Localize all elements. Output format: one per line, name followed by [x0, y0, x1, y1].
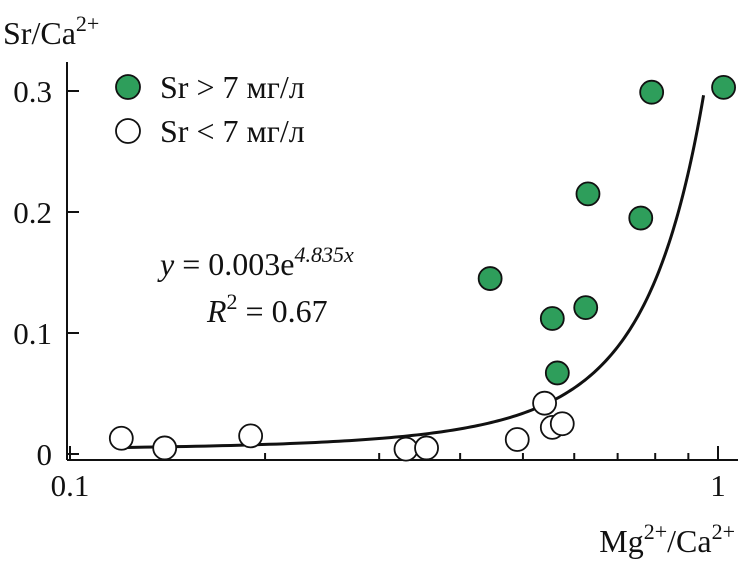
- point-sr-low: [532, 390, 557, 416]
- y-axis-title-base: Sr/Ca: [3, 15, 76, 51]
- point-sr-high: [539, 306, 565, 331]
- fit-equation-body: = 0.003e: [174, 246, 294, 282]
- axis-ticks: 00.10.20.30.1 1: [13, 74, 726, 503]
- point-sr-low: [393, 436, 419, 462]
- y-axis-title: Sr/Ca2+: [3, 11, 99, 51]
- legend-marker-sr-high: [115, 74, 141, 100]
- y-tick-label: 0.2: [13, 195, 52, 230]
- point-sr-low: [152, 435, 178, 461]
- point-sr-low: [108, 425, 134, 451]
- point-sr-high: [639, 79, 665, 105]
- point-sr-high: [477, 266, 503, 291]
- legend-label-sr-low: Sr < 7 мг/л: [160, 113, 305, 149]
- legend-marker-sr-low: [115, 118, 141, 144]
- x-axis-title: Mg2+/Ca2+: [599, 519, 735, 559]
- x-axis-title-sup1: 2+: [644, 519, 667, 544]
- x-tick-label: 0.1: [51, 468, 90, 503]
- fit-r-squared: R2 = 0.67: [206, 289, 328, 329]
- point-sr-high: [573, 295, 599, 320]
- fit-r-squared-value: = 0.67: [238, 293, 328, 329]
- point-sr-high: [575, 181, 601, 207]
- fit-equation: y = 0.003e4.835x: [157, 242, 354, 282]
- y-tick-label: 0: [37, 437, 53, 472]
- x-tick-label: 1: [710, 468, 726, 503]
- data-points: [108, 74, 736, 462]
- point-sr-high: [711, 74, 736, 100]
- x-axis-title-sup2: 2+: [712, 519, 735, 544]
- fit-r-squared-lhs: R: [206, 293, 227, 329]
- legend: Sr > 7 мг/л Sr < 7 мг/л: [115, 69, 305, 149]
- point-sr-low: [504, 427, 530, 452]
- fit-equation-lhs: y: [157, 246, 175, 282]
- y-axis-title-sup: 2+: [76, 11, 99, 36]
- fit-r-squared-sup: 2: [227, 289, 238, 314]
- x-axis-title-base: Mg: [599, 523, 643, 559]
- y-tick-label: 0.3: [13, 74, 52, 109]
- x-axis-title-mid: /Ca: [667, 523, 711, 559]
- point-sr-high: [544, 360, 570, 386]
- point-sr-low: [238, 423, 264, 449]
- legend-label-sr-high: Sr > 7 мг/л: [160, 69, 305, 105]
- point-sr-low: [414, 435, 439, 461]
- y-tick-label: 0.1: [13, 316, 52, 351]
- point-sr-low: [549, 411, 575, 437]
- fit-equation-exponent: 4.835x: [294, 242, 354, 267]
- point-sr-high: [628, 205, 654, 231]
